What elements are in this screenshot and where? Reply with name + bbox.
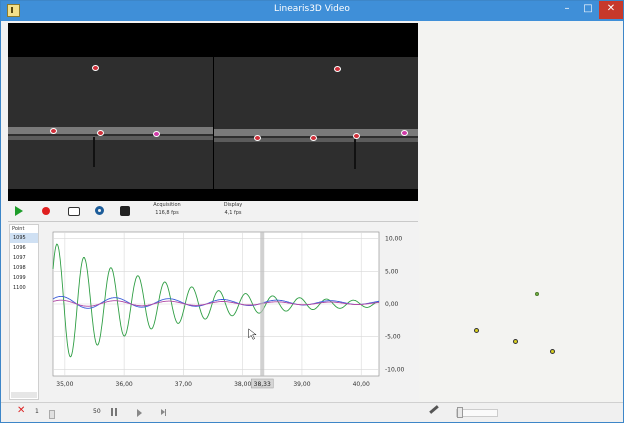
displacement-chart[interactable]: 35,00 36,00 37,00 38,00 39,00 40,00 10,00 5,00 0… — [41, 224, 416, 400]
play-icon[interactable] — [15, 206, 23, 216]
y-tick-label: -10,00 — [385, 366, 405, 373]
x-tick-label: 37,00 — [175, 381, 192, 388]
point-list-item[interactable]: 1097 — [13, 255, 26, 261]
tracking-marker[interactable] — [310, 135, 317, 141]
point-list-header: Point — [12, 226, 25, 232]
minimize-button[interactable]: – — [564, 3, 570, 14]
delete-icon[interactable]: ✕ — [17, 405, 26, 416]
frame-slider[interactable] — [49, 410, 55, 419]
tracking-marker[interactable] — [353, 133, 360, 139]
point-list-item[interactable]: 1096 — [13, 245, 26, 251]
y-tick-label: 0,00 — [385, 301, 399, 308]
app-logo-icon — [7, 4, 20, 17]
window-title: Linearis3D Video — [274, 4, 350, 14]
mouse-pointer-icon — [248, 328, 257, 340]
time-cursor[interactable] — [260, 232, 265, 376]
rail-bar-lower — [8, 136, 213, 140]
scene-point[interactable] — [535, 292, 539, 296]
scene-point[interactable] — [474, 328, 479, 333]
skip-end-icon[interactable] — [161, 409, 167, 416]
frame-start: 1 — [35, 408, 39, 415]
rail-bar — [8, 127, 213, 134]
point-list-item[interactable]: 1098 — [13, 265, 26, 271]
acquisition-toolbar: Acquisition 116,8 fps Display 4,1 fps — [8, 201, 418, 222]
cable — [354, 139, 356, 169]
rail-bar — [214, 129, 418, 136]
cursor-label-box — [250, 378, 274, 389]
camera-view-left[interactable] — [8, 57, 213, 189]
tracking-marker[interactable] — [401, 130, 408, 136]
tracking-marker[interactable] — [153, 131, 160, 137]
tracking-marker[interactable] — [254, 135, 261, 141]
tracking-marker[interactable] — [334, 66, 341, 72]
pen-icon[interactable] — [429, 405, 439, 414]
point-list-item[interactable]: 1095 — [10, 233, 38, 243]
acquisition-label: Acquisition — [153, 202, 181, 208]
tracking-marker[interactable] — [92, 65, 99, 71]
maximize-button[interactable]: □ — [583, 3, 593, 14]
acquisition-value: 116,8 fps — [155, 210, 179, 216]
series-line-2 — [52, 299, 379, 307]
plot-area: Point 1095 1096 1097 1098 1099 1100 35,00 36,0… — [8, 222, 418, 401]
video-view[interactable] — [8, 23, 418, 201]
cable — [93, 137, 95, 167]
target-icon[interactable] — [95, 206, 104, 215]
status-bar: ✕ 1 50 — [1, 402, 623, 422]
record-icon[interactable] — [42, 207, 50, 215]
tracking-marker[interactable] — [97, 130, 104, 136]
tracking-icon[interactable] — [120, 206, 130, 216]
point-list-item[interactable]: 1099 — [13, 275, 26, 281]
x-tick-label: 39,00 — [293, 381, 310, 388]
frame-step: 50 — [93, 408, 101, 415]
y-tick-label: 5,00 — [385, 268, 399, 275]
y-tick-label: -5,00 — [385, 334, 401, 341]
cursor-label: 38,33 — [254, 381, 271, 388]
scene-point[interactable] — [513, 339, 518, 344]
camera-icon[interactable] — [68, 207, 80, 216]
pause-icon[interactable] — [111, 408, 117, 416]
point-list-item[interactable]: 1100 — [13, 285, 26, 291]
scene-point[interactable] — [550, 349, 555, 354]
scene-3d-view[interactable] — [419, 21, 623, 402]
display-value: 4,1 fps — [224, 210, 242, 216]
display-label: Display — [223, 202, 243, 208]
tracking-marker[interactable] — [50, 128, 57, 134]
zoom-slider-track[interactable] — [456, 409, 498, 417]
play-small-icon[interactable] — [137, 409, 142, 417]
series-line-0 — [52, 243, 380, 358]
close-button[interactable]: ✕ — [599, 1, 623, 19]
series-line-1 — [52, 295, 380, 309]
horizontal-scrollbar[interactable] — [11, 392, 37, 398]
point-list[interactable]: Point 1095 1096 1097 1098 1099 1100 — [9, 224, 39, 400]
y-tick-label: 10,00 — [385, 236, 402, 243]
x-tick-label: 38,00 — [234, 381, 251, 388]
x-tick-label: 40,00 — [353, 381, 370, 388]
zoom-slider-thumb[interactable] — [457, 407, 463, 418]
title-bar: Linearis3D Video – □ ✕ — [1, 1, 623, 21]
camera-view-right[interactable] — [214, 57, 418, 189]
x-tick-label: 36,00 — [116, 381, 133, 388]
x-tick-label: 35,00 — [56, 381, 73, 388]
